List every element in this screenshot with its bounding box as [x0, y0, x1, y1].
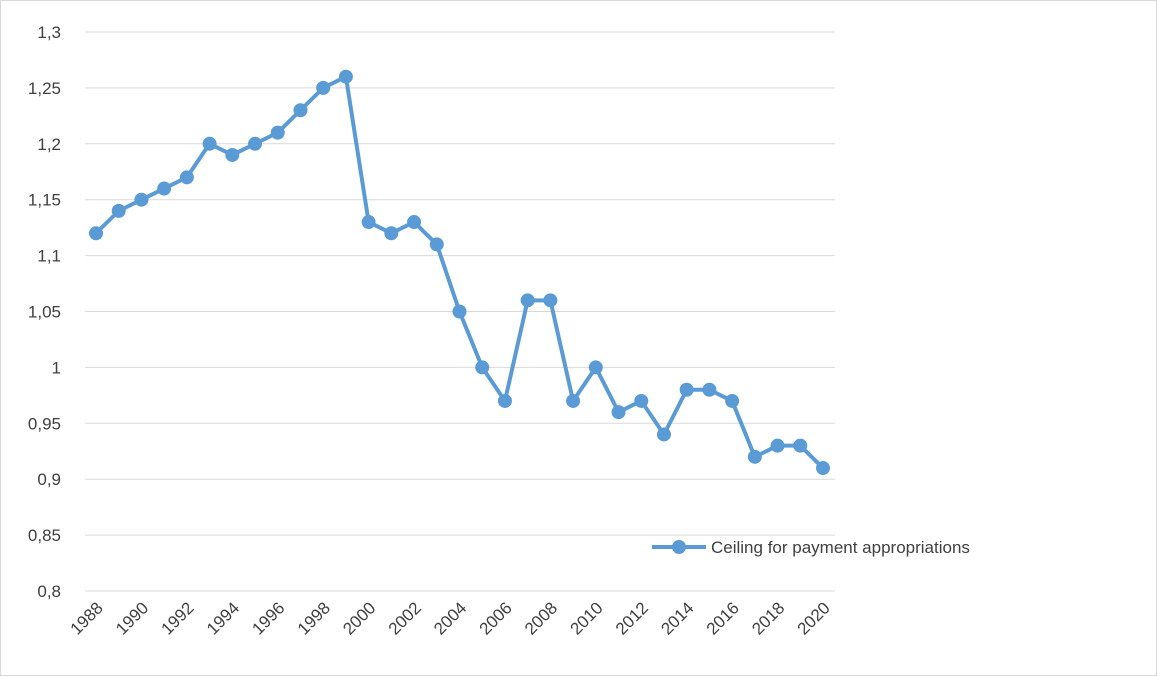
- data-point: [316, 80, 331, 95]
- y-tick-label: 0,9: [37, 470, 61, 489]
- data-point: [338, 69, 353, 84]
- data-point: [725, 393, 740, 408]
- x-tick-label: 2020: [794, 598, 834, 638]
- data-point: [384, 226, 399, 241]
- y-tick-label: 1,2: [37, 135, 61, 154]
- y-tick-label: 0,8: [37, 582, 61, 601]
- data-point: [520, 293, 535, 308]
- data-point: [111, 203, 126, 218]
- x-tick-label: 2010: [566, 598, 606, 638]
- x-tick-label: 2006: [476, 598, 516, 638]
- data-point: [497, 393, 512, 408]
- data-point: [588, 360, 603, 375]
- data-point: [202, 136, 217, 151]
- y-tick-label: 1,1: [37, 247, 61, 266]
- y-tick-label: 1,3: [37, 23, 61, 42]
- data-point: [134, 192, 149, 207]
- data-point: [770, 438, 785, 453]
- x-tick-label: 2008: [521, 598, 561, 638]
- x-tick-label: 2002: [385, 598, 425, 638]
- y-tick-label: 1,05: [28, 303, 61, 322]
- legend: Ceiling for payment appropriations: [652, 538, 970, 557]
- x-axis-tick-labels: 1988 1990 1992 1994 1996 1998 2000 2002 2004 2006…: [67, 598, 834, 638]
- x-tick-label: 2012: [612, 598, 652, 638]
- data-point: [225, 147, 240, 162]
- data-point: [429, 237, 444, 252]
- data-point: [566, 393, 581, 408]
- data-point: [407, 215, 422, 230]
- data-point: [702, 382, 717, 397]
- data-point: [89, 226, 103, 241]
- data-point: [656, 427, 671, 442]
- x-tick-label: 1994: [203, 598, 243, 638]
- data-point: [747, 449, 762, 464]
- data-point: [179, 170, 194, 185]
- data-point: [293, 103, 308, 118]
- y-tick-label: 1,15: [28, 191, 61, 210]
- y-axis-tick-labels: 1,3 1,25 1,2 1,15 1,1 1,05 1 0,95 0,9 0,85 0,8: [28, 23, 61, 601]
- data-point: [452, 304, 467, 319]
- data-point: [793, 438, 808, 453]
- data-point: [543, 293, 558, 308]
- x-tick-label: 2000: [339, 598, 379, 638]
- x-tick-label: 1988: [67, 598, 107, 638]
- data-point: [475, 360, 490, 375]
- data-point: [634, 393, 649, 408]
- data-point: [679, 382, 694, 397]
- data-point: [248, 136, 263, 151]
- data-point: [361, 215, 376, 230]
- x-tick-label: 1990: [112, 598, 152, 638]
- x-tick-label: 2004: [430, 598, 470, 638]
- y-tick-label: 1: [52, 358, 61, 377]
- data-point: [270, 125, 285, 140]
- data-point: [611, 405, 626, 420]
- series-line: [94, 74, 825, 471]
- x-tick-label: 1992: [158, 598, 198, 638]
- legend-point-marker: [672, 540, 686, 554]
- data-point: [816, 461, 830, 476]
- y-tick-label: 0,85: [28, 526, 61, 545]
- x-tick-label: 2018: [748, 598, 788, 638]
- series-layer: [89, 69, 830, 476]
- x-tick-label: 1996: [248, 598, 288, 638]
- y-tick-label: 1,25: [28, 79, 61, 98]
- x-tick-label: 2016: [703, 598, 743, 638]
- y-tick-label: 0,95: [28, 414, 61, 433]
- data-point: [157, 181, 172, 196]
- x-tick-label: 1998: [294, 598, 334, 638]
- legend-label: Ceiling for payment appropriations: [711, 538, 970, 557]
- x-tick-label: 2014: [657, 598, 697, 638]
